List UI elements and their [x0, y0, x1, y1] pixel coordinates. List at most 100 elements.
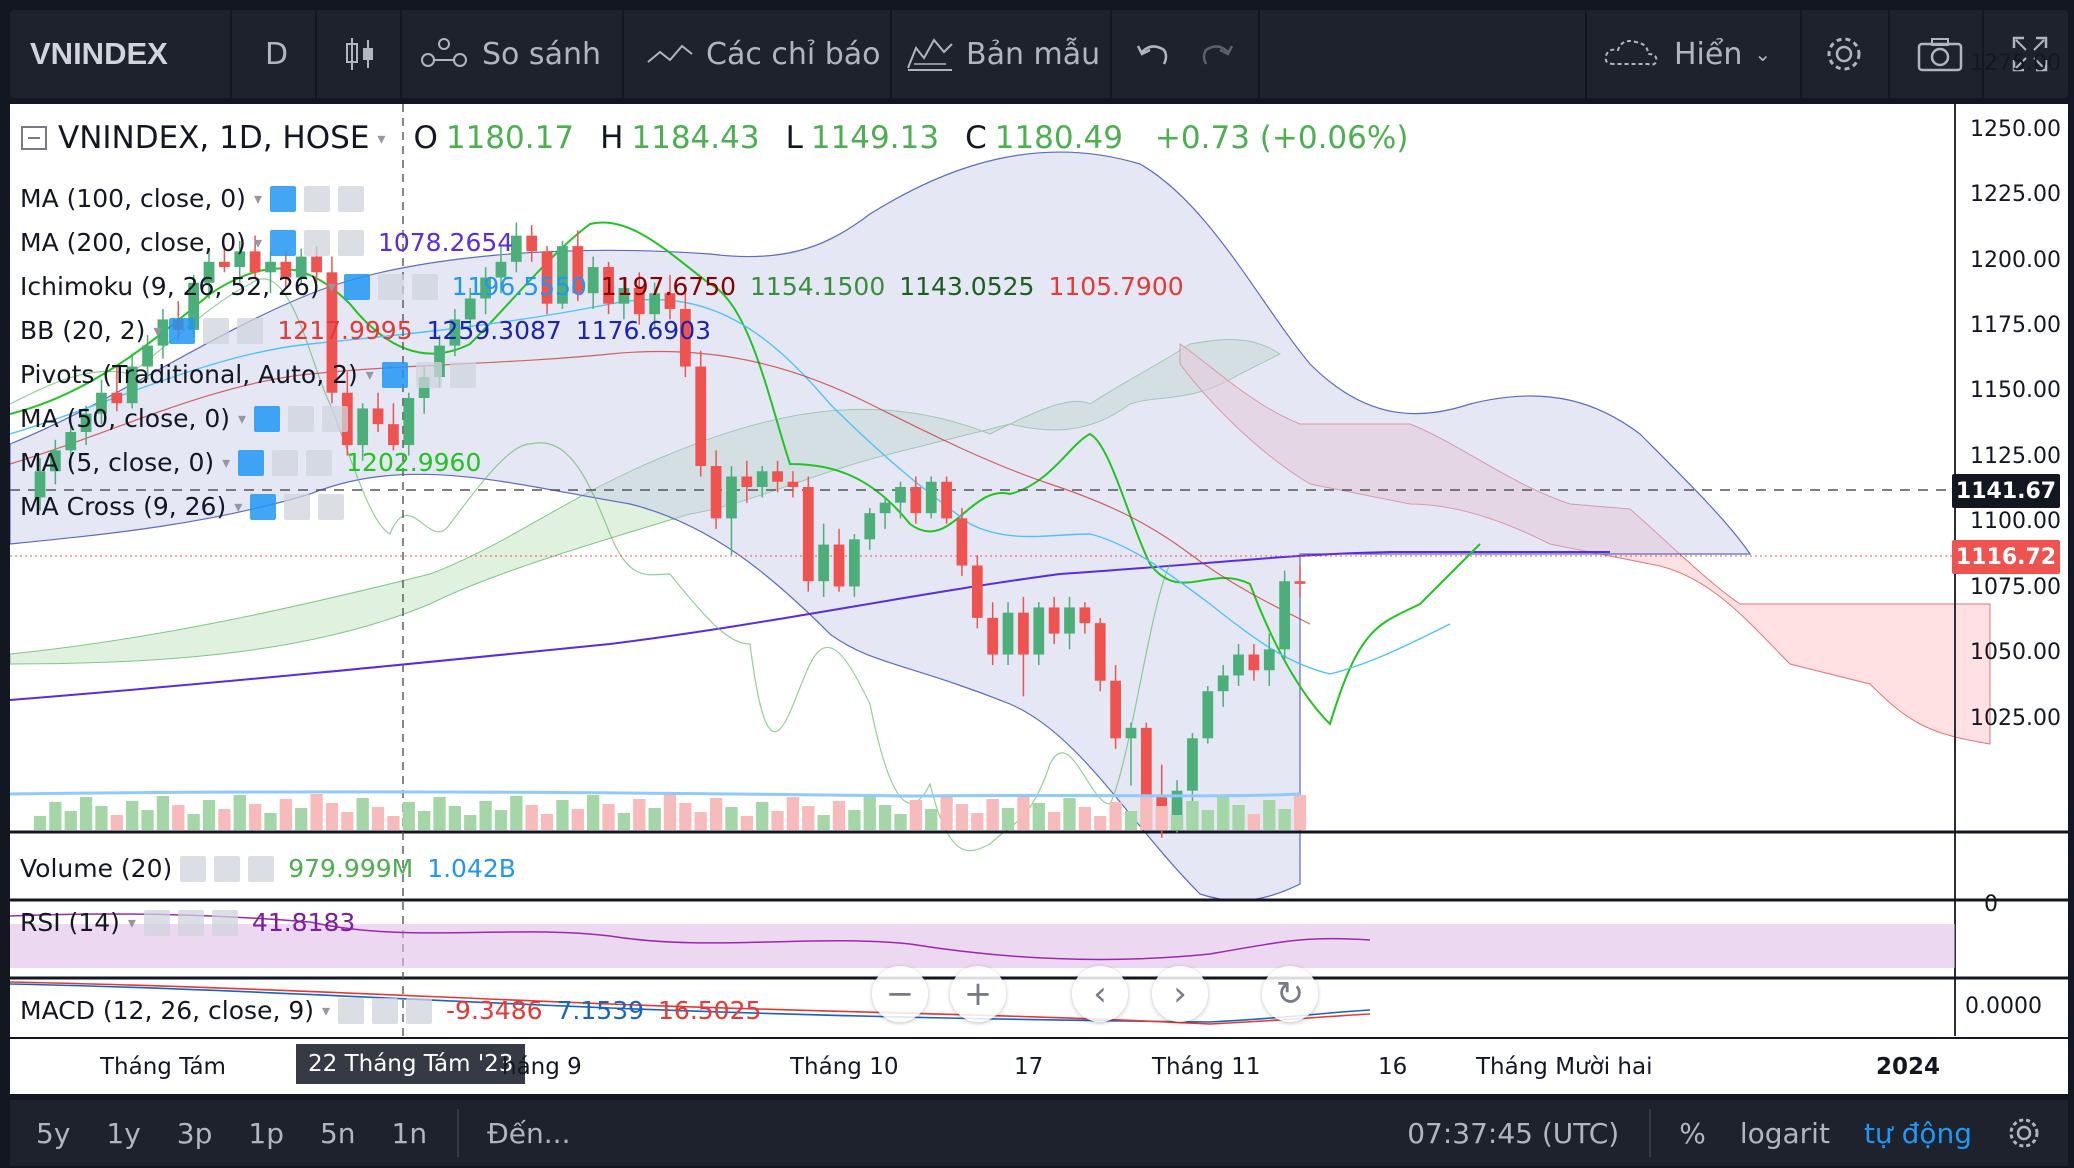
- gear-icon[interactable]: [303, 229, 330, 256]
- volume-bar: [925, 809, 938, 830]
- chevron-down-icon[interactable]: ▾: [234, 497, 243, 516]
- zoom-in-button[interactable]: +: [950, 966, 1006, 1022]
- close-icon[interactable]: [237, 317, 264, 344]
- volume-legend[interactable]: Volume (20) 979.999M 1.042B: [20, 854, 516, 883]
- close-icon[interactable]: [248, 855, 275, 882]
- chevron-down-icon[interactable]: ▾: [222, 453, 231, 472]
- close-label: C: [965, 120, 987, 156]
- macd-legend[interactable]: MACD (12, 26, close, 9) ▾ -9.3486 7.1539…: [20, 996, 761, 1025]
- redo-button[interactable]: [1200, 10, 1236, 98]
- gear-icon[interactable]: [214, 855, 241, 882]
- gear-icon[interactable]: [377, 273, 404, 300]
- eye-icon[interactable]: [238, 449, 265, 476]
- chevron-down-icon[interactable]: ▾: [365, 365, 374, 384]
- series-title: VNINDEX, 1D, HOSE: [58, 120, 370, 156]
- range-1m[interactable]: 1p: [248, 1116, 284, 1150]
- eye-icon[interactable]: [169, 317, 196, 344]
- close-icon[interactable]: [337, 229, 364, 256]
- display-button[interactable]: Hiển ⌄: [1602, 10, 1771, 98]
- collapse-icon[interactable]: [20, 123, 50, 153]
- eye-icon[interactable]: [269, 229, 296, 256]
- chevron-down-icon[interactable]: ▾: [238, 409, 247, 428]
- price-chart[interactable]: [10, 104, 2068, 1094]
- chevron-down-icon[interactable]: ▾: [127, 913, 136, 932]
- rsi-legend[interactable]: RSI (14) ▾ 41.8183: [20, 908, 355, 937]
- close-icon[interactable]: [411, 273, 438, 300]
- candle-body: [1079, 607, 1091, 624]
- eye-icon[interactable]: [250, 493, 277, 520]
- indicator-legend-row[interactable]: Pivots (Traditional, Auto, 2) ▾: [20, 360, 476, 389]
- ma5-line: [10, 221, 1481, 726]
- log-toggle[interactable]: logarit: [1739, 1116, 1830, 1150]
- gear-icon[interactable]: [2006, 1115, 2042, 1151]
- indicator-value: 1078.2654: [377, 228, 514, 257]
- eye-icon[interactable]: [254, 405, 281, 432]
- close-icon[interactable]: [318, 493, 345, 520]
- chevron-down-icon[interactable]: ▾: [253, 189, 262, 208]
- gear-icon[interactable]: [372, 997, 399, 1024]
- indicator-legend-row[interactable]: MA (200, close, 0) ▾ 1078.2654: [20, 228, 513, 257]
- volume-bar: [786, 797, 800, 830]
- compare-button[interactable]: So sánh: [418, 10, 601, 98]
- range-1d[interactable]: 1n: [391, 1116, 428, 1150]
- chevron-down-icon[interactable]: ▾: [322, 1001, 331, 1020]
- undo-button[interactable]: [1134, 10, 1170, 98]
- zoom-out-button[interactable]: −: [872, 966, 928, 1022]
- chevron-down-icon[interactable]: ▾: [377, 128, 386, 148]
- settings-button[interactable]: [1822, 10, 1866, 98]
- close-icon[interactable]: [211, 909, 238, 936]
- eye-icon[interactable]: [180, 855, 207, 882]
- volume-bar: [571, 809, 584, 830]
- eye-icon[interactable]: [143, 909, 170, 936]
- indicators-button[interactable]: Các chỉ báo: [646, 10, 881, 98]
- eye-icon[interactable]: [381, 361, 408, 388]
- gear-icon[interactable]: [415, 361, 442, 388]
- gear-icon[interactable]: [303, 185, 330, 212]
- indicator-legend-row[interactable]: Ichimoku (9, 26, 52, 26) ▾ 1196.5550 1197.6…: [20, 272, 1184, 301]
- range-3m[interactable]: 3p: [176, 1116, 213, 1150]
- close-icon[interactable]: [306, 449, 333, 476]
- indicator-legend-row[interactable]: MA Cross (9, 26) ▾: [20, 492, 345, 521]
- eye-icon[interactable]: [269, 185, 296, 212]
- indicator-legend-row[interactable]: MA (50, close, 0) ▾: [20, 404, 349, 433]
- screenshot-button[interactable]: [1916, 10, 1964, 98]
- chevron-down-icon[interactable]: ▾: [253, 233, 262, 252]
- gear-icon[interactable]: [284, 493, 311, 520]
- indicator-legend-row[interactable]: MA (5, close, 0) ▾ 1202.9960: [20, 448, 481, 477]
- close-icon[interactable]: [322, 405, 349, 432]
- close-icon[interactable]: [337, 185, 364, 212]
- indicator-value: 1196.5550: [451, 272, 587, 301]
- chevron-down-icon[interactable]: ▾: [153, 321, 162, 340]
- gear-icon[interactable]: [288, 405, 315, 432]
- templates-icon: [907, 38, 953, 71]
- indicator-name: MA (5, close, 0): [20, 448, 215, 477]
- range-5y[interactable]: 5y: [36, 1116, 71, 1150]
- gear-icon[interactable]: [203, 317, 230, 344]
- indicator-legend-row[interactable]: BB (20, 2) ▾ 1217.9995 1259.3087 1176.6903: [20, 316, 711, 345]
- chevron-down-icon[interactable]: ▾: [327, 277, 336, 296]
- close-icon[interactable]: [406, 997, 433, 1024]
- fullscreen-button[interactable]: [2010, 10, 2050, 98]
- range-5d[interactable]: 5n: [319, 1116, 356, 1150]
- interval-button[interactable]: D: [265, 10, 288, 98]
- candle-body: [1002, 612, 1014, 655]
- gear-icon[interactable]: [272, 449, 299, 476]
- scroll-right-button[interactable]: ›: [1152, 966, 1208, 1022]
- chart-type-button[interactable]: [340, 10, 380, 98]
- scroll-left-button[interactable]: ‹: [1072, 966, 1128, 1022]
- close-icon[interactable]: [449, 361, 476, 388]
- reset-button[interactable]: ↻: [1262, 966, 1318, 1022]
- indicator-legend-row[interactable]: MA (100, close, 0) ▾: [20, 184, 364, 213]
- eye-icon[interactable]: [338, 997, 365, 1024]
- clock-timezone[interactable]: 07:37:45 (UTC): [1407, 1116, 1620, 1150]
- symbol-search[interactable]: VNINDEX: [30, 10, 168, 98]
- range-1y[interactable]: 1y: [106, 1116, 141, 1150]
- goto-date-button[interactable]: Đến...: [487, 1116, 571, 1150]
- auto-scale-toggle[interactable]: tự động: [1863, 1116, 1972, 1150]
- percent-toggle[interactable]: %: [1679, 1116, 1706, 1150]
- candle-body: [510, 235, 522, 262]
- templates-button[interactable]: Bản mẫu: [906, 10, 1100, 98]
- gear-icon[interactable]: [177, 909, 204, 936]
- eye-icon[interactable]: [343, 273, 370, 300]
- chart-area[interactable]: VNINDEX, 1D, HOSE ▾ O 1180.17 H 1184.43 …: [10, 51, 2068, 1094]
